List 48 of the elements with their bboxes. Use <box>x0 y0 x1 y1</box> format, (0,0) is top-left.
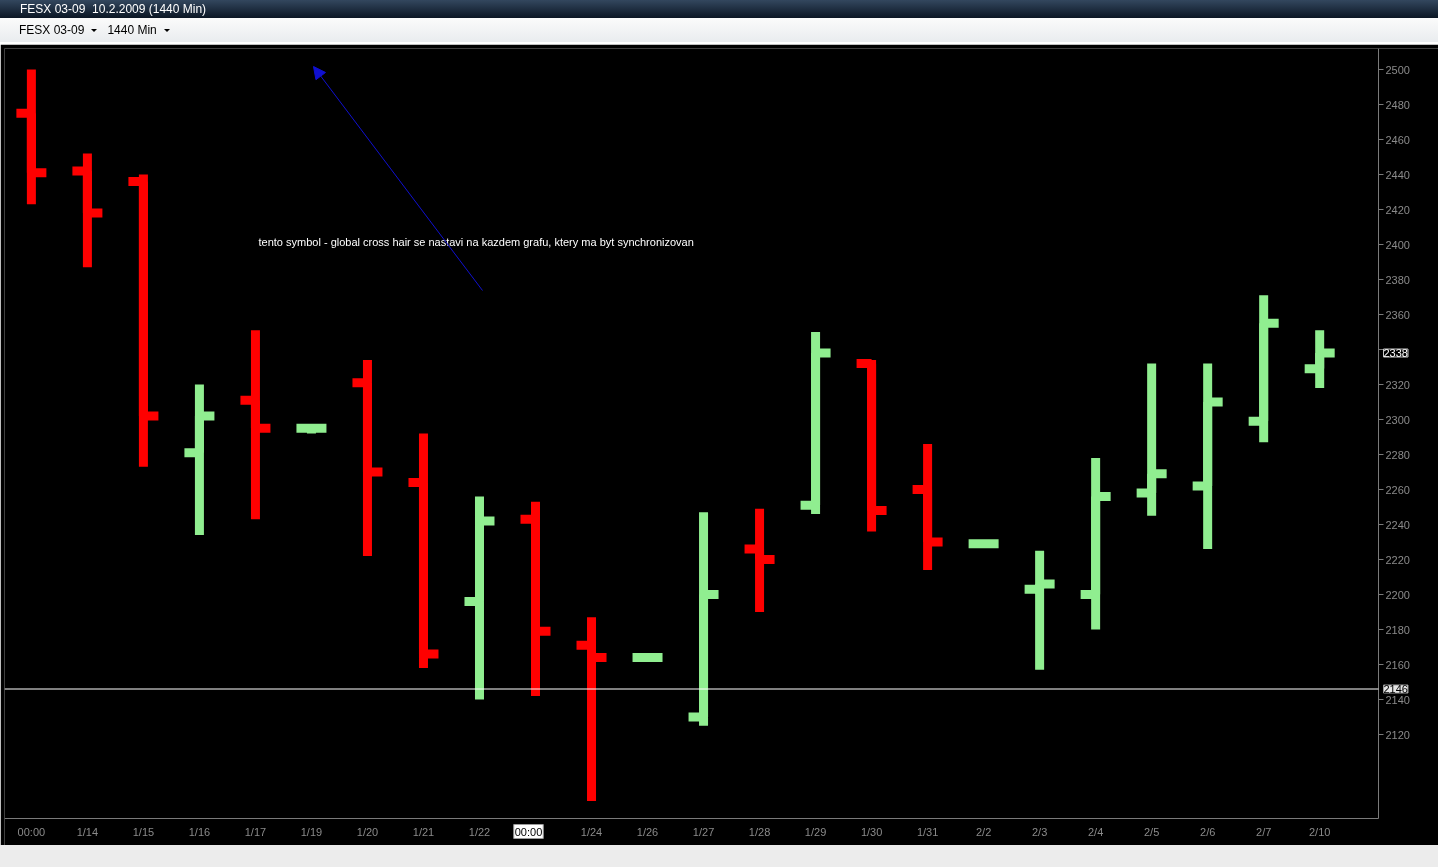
y-tick-label: 2480 <box>1385 98 1410 111</box>
y-tick-label: 2200 <box>1385 588 1410 601</box>
x-tick-label: 1/31 <box>916 825 939 838</box>
x-tick-label: 1/27 <box>692 825 715 838</box>
ref-line-label: 2146 <box>1383 683 1408 695</box>
x-tick-label: 1/17 <box>244 825 267 838</box>
x-tick-label: 2/2 <box>975 825 992 838</box>
y-tick-label: 2320 <box>1385 378 1410 391</box>
text: FESX 03-09 <box>19 23 85 37</box>
y-tick-label: 2500 <box>1385 63 1410 76</box>
y-tick-label: 2440 <box>1385 168 1410 181</box>
text: 2338 <box>1383 347 1408 359</box>
x-tick-label: 1/30 <box>860 825 883 838</box>
y-tick-label: 2360 <box>1385 308 1410 321</box>
x-tick-label: 1/20 <box>356 825 379 838</box>
y-tick-label: 2300 <box>1385 413 1410 426</box>
x-tick-label: 2/7 <box>1256 825 1272 838</box>
x-tick-label: 1/14 <box>76 825 99 838</box>
x-tick-label: 2/6 <box>1200 825 1216 838</box>
y-tick-label: 2460 <box>1385 133 1410 146</box>
x-tick-label: 1/16 <box>188 825 211 838</box>
y-tick-label: 2260 <box>1385 483 1410 496</box>
y-tick-label: 2160 <box>1385 658 1410 671</box>
y-tick-label: 2120 <box>1385 728 1410 741</box>
x-tick-label: 1/22 <box>468 825 491 838</box>
chart-title: FESX 03-09 10.2.2009 (1440 Min) <box>0 0 1438 18</box>
y-tick-label: 2220 <box>1385 553 1410 566</box>
x-tick-label: 00:00 <box>17 825 46 838</box>
x-tick-label: 2/5 <box>1144 825 1160 838</box>
x-tick-label: 2/3 <box>1031 825 1048 838</box>
x-tick-label: 1/15 <box>132 825 155 838</box>
x-tick-label: 1/21 <box>412 825 435 838</box>
y-tick-label: 2380 <box>1385 273 1410 286</box>
y-tick-label: 2180 <box>1385 623 1410 636</box>
x-tick-label: 2/10 <box>1308 825 1331 838</box>
x-tick-label: 1/19 <box>300 825 323 838</box>
annotation: tento symbol - global cross hair se nastavi na kazdem grafu, ktery ma byt synchronizovan <box>258 235 694 248</box>
y-tick-label: 2140 <box>1385 693 1410 706</box>
text: 1440 Min <box>107 23 157 37</box>
y-tick-label: 2240 <box>1385 518 1410 531</box>
x-tick-label: 1/28 <box>748 825 771 838</box>
x-tick-label: 1/26 <box>636 825 659 838</box>
y-tick-label: 2280 <box>1385 448 1410 461</box>
y-tick-label: 2400 <box>1385 238 1410 251</box>
x-tick-label: 2/4 <box>1087 825 1104 838</box>
y-tick-label: 2420 <box>1385 203 1410 216</box>
x-tick-label: 1/29 <box>804 825 827 838</box>
x-tick-label: 1/24 <box>580 825 603 838</box>
